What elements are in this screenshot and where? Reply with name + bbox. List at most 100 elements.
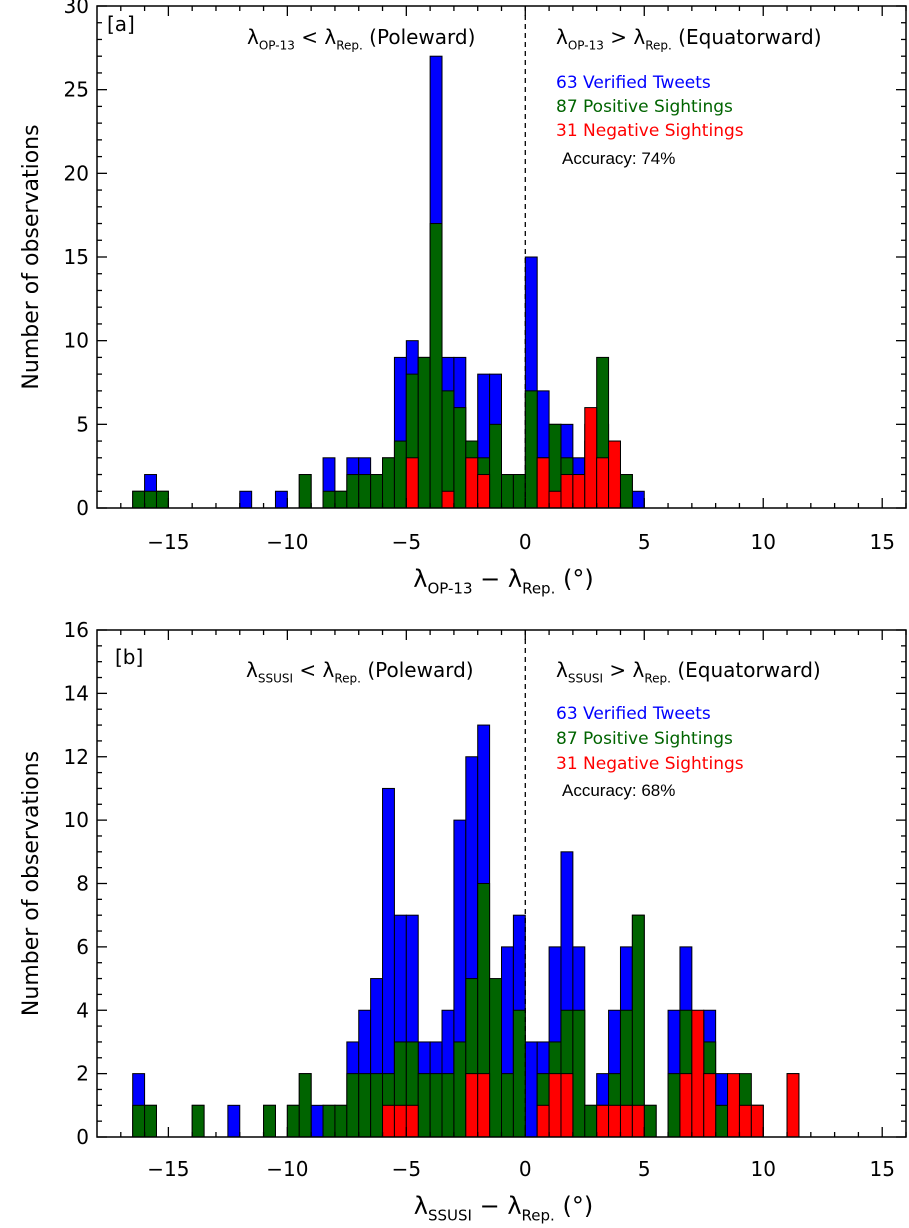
x-tick-label: 0 bbox=[519, 1157, 532, 1181]
bar-positive bbox=[453, 407, 467, 509]
bar-negative bbox=[750, 1104, 764, 1138]
y-tick-label: 8 bbox=[76, 872, 89, 896]
y-tick-label: 16 bbox=[64, 618, 89, 642]
legend-entry-verified: 63 Verified Tweets bbox=[556, 704, 711, 724]
bar-positive bbox=[524, 390, 538, 509]
bar-negative bbox=[619, 1104, 633, 1138]
x-tick-label: −5 bbox=[392, 530, 421, 554]
bar-positive bbox=[643, 1104, 657, 1138]
panel-a: −15 −10 −5 0 5 10 15 0 5 10 15 20 25 30 Number of obse… bbox=[19, 0, 907, 598]
y-tick-label: 4 bbox=[76, 998, 89, 1022]
y-tick-label: 20 bbox=[64, 161, 89, 185]
bar-verified bbox=[227, 1104, 241, 1138]
x-tick-label: 15 bbox=[869, 530, 894, 554]
x-tick-label: −10 bbox=[266, 530, 308, 554]
equatorward-annotation: λOP-13 > λRep. (Equatorward) bbox=[556, 25, 822, 53]
bar-negative bbox=[691, 1009, 705, 1138]
y-axis-label: Number of observations bbox=[19, 124, 44, 389]
series-positive bbox=[132, 223, 633, 509]
bar-positive bbox=[572, 1009, 586, 1138]
bar-negative bbox=[477, 1073, 491, 1138]
bar-positive bbox=[346, 1073, 360, 1138]
bar-negative bbox=[548, 490, 562, 509]
x-tick-label: −10 bbox=[266, 1157, 308, 1181]
x-axis: −15 −10 −5 0 5 10 15 bbox=[120, 6, 907, 554]
bar-negative bbox=[465, 457, 479, 509]
bar-positive bbox=[322, 1104, 336, 1138]
bar-negative bbox=[382, 1104, 395, 1138]
bar-positive bbox=[298, 1073, 312, 1138]
x-tick-label: 5 bbox=[638, 530, 651, 554]
bar-positive bbox=[370, 1073, 384, 1138]
bar-positive bbox=[417, 356, 431, 509]
bar-verified bbox=[524, 1041, 538, 1138]
bar-positive bbox=[631, 914, 645, 1138]
bar-negative bbox=[596, 1104, 610, 1138]
x-axis: −15 −10 −5 0 5 10 15 bbox=[120, 630, 907, 1181]
bar-verified bbox=[631, 490, 645, 509]
bar-positive bbox=[441, 1073, 455, 1138]
bar-positive bbox=[144, 490, 157, 509]
legend-entry-negative: 31 Negative Sightings bbox=[556, 121, 744, 141]
bar-positive bbox=[501, 474, 514, 509]
bar-negative bbox=[631, 1104, 645, 1138]
bar-positive bbox=[489, 978, 502, 1138]
bar-positive bbox=[489, 423, 502, 509]
x-tick-label: 0 bbox=[519, 530, 532, 554]
bar-negative bbox=[441, 490, 455, 509]
bar-verified bbox=[274, 490, 288, 509]
x-axis-label: λOP-13 − λRep. (°) bbox=[413, 565, 593, 598]
bar-verified bbox=[310, 1104, 324, 1138]
legend: 63 Verified Tweets 87 Positive Sightings 3… bbox=[556, 73, 744, 141]
bar-positive bbox=[334, 1104, 348, 1138]
bar-negative bbox=[548, 1073, 562, 1138]
y-tick-label: 25 bbox=[64, 78, 89, 102]
legend-entry-verified: 63 Verified Tweets bbox=[556, 73, 711, 93]
y-tick-label: 0 bbox=[76, 1125, 89, 1149]
bar-negative bbox=[608, 440, 621, 509]
x-axis-label: λSSUSI − λRep. (°) bbox=[414, 1192, 593, 1225]
y-tick-label: 6 bbox=[76, 935, 89, 959]
bar-positive bbox=[417, 1073, 431, 1138]
bar-positive bbox=[512, 474, 526, 509]
bar-positive bbox=[155, 490, 169, 509]
poleward-annotation: λOP-13 < λRep. (Poleward) bbox=[247, 25, 475, 53]
y-tick-label: 2 bbox=[76, 1062, 89, 1086]
bar-positive bbox=[441, 390, 455, 509]
bar-negative bbox=[786, 1073, 800, 1138]
legend-entry-positive: 87 Positive Sightings bbox=[556, 729, 733, 749]
bar-positive bbox=[501, 1073, 514, 1138]
bar-positive bbox=[322, 490, 336, 509]
accuracy-label: Accuracy: 68% bbox=[562, 781, 675, 800]
bar-negative bbox=[560, 1073, 574, 1138]
x-tick-label: 10 bbox=[751, 1157, 776, 1181]
y-axis: 0 5 10 15 20 25 30 bbox=[64, 0, 906, 520]
x-tick-label: −15 bbox=[147, 1157, 189, 1181]
bar-negative bbox=[536, 457, 550, 509]
bar-negative bbox=[679, 1073, 693, 1138]
y-tick-label: 10 bbox=[64, 329, 89, 353]
legend: 63 Verified Tweets 87 Positive Sightings 3… bbox=[556, 704, 744, 774]
bar-positive bbox=[370, 474, 384, 509]
x-tick-label: 10 bbox=[751, 530, 776, 554]
y-axis-label: Number of observations bbox=[19, 751, 44, 1016]
bar-negative bbox=[465, 1073, 479, 1138]
bar-positive bbox=[393, 440, 407, 509]
y-tick-label: 5 bbox=[76, 412, 89, 436]
bar-positive bbox=[144, 1104, 157, 1138]
bar-positive bbox=[453, 1041, 467, 1138]
equatorward-annotation: λSSUSI > λRep. (Equatorward) bbox=[556, 658, 821, 686]
bar-positive bbox=[346, 474, 360, 509]
bar-negative bbox=[536, 1104, 550, 1138]
y-tick-label: 0 bbox=[76, 496, 89, 520]
y-tick-label: 10 bbox=[64, 808, 89, 832]
bar-positive bbox=[667, 1073, 681, 1138]
bar-positive bbox=[429, 1073, 443, 1138]
panel-label: [a] bbox=[107, 12, 135, 36]
bar-positive bbox=[132, 490, 146, 509]
x-tick-label: −15 bbox=[147, 530, 189, 554]
bar-positive bbox=[512, 1009, 526, 1138]
bar-negative bbox=[738, 1104, 752, 1138]
